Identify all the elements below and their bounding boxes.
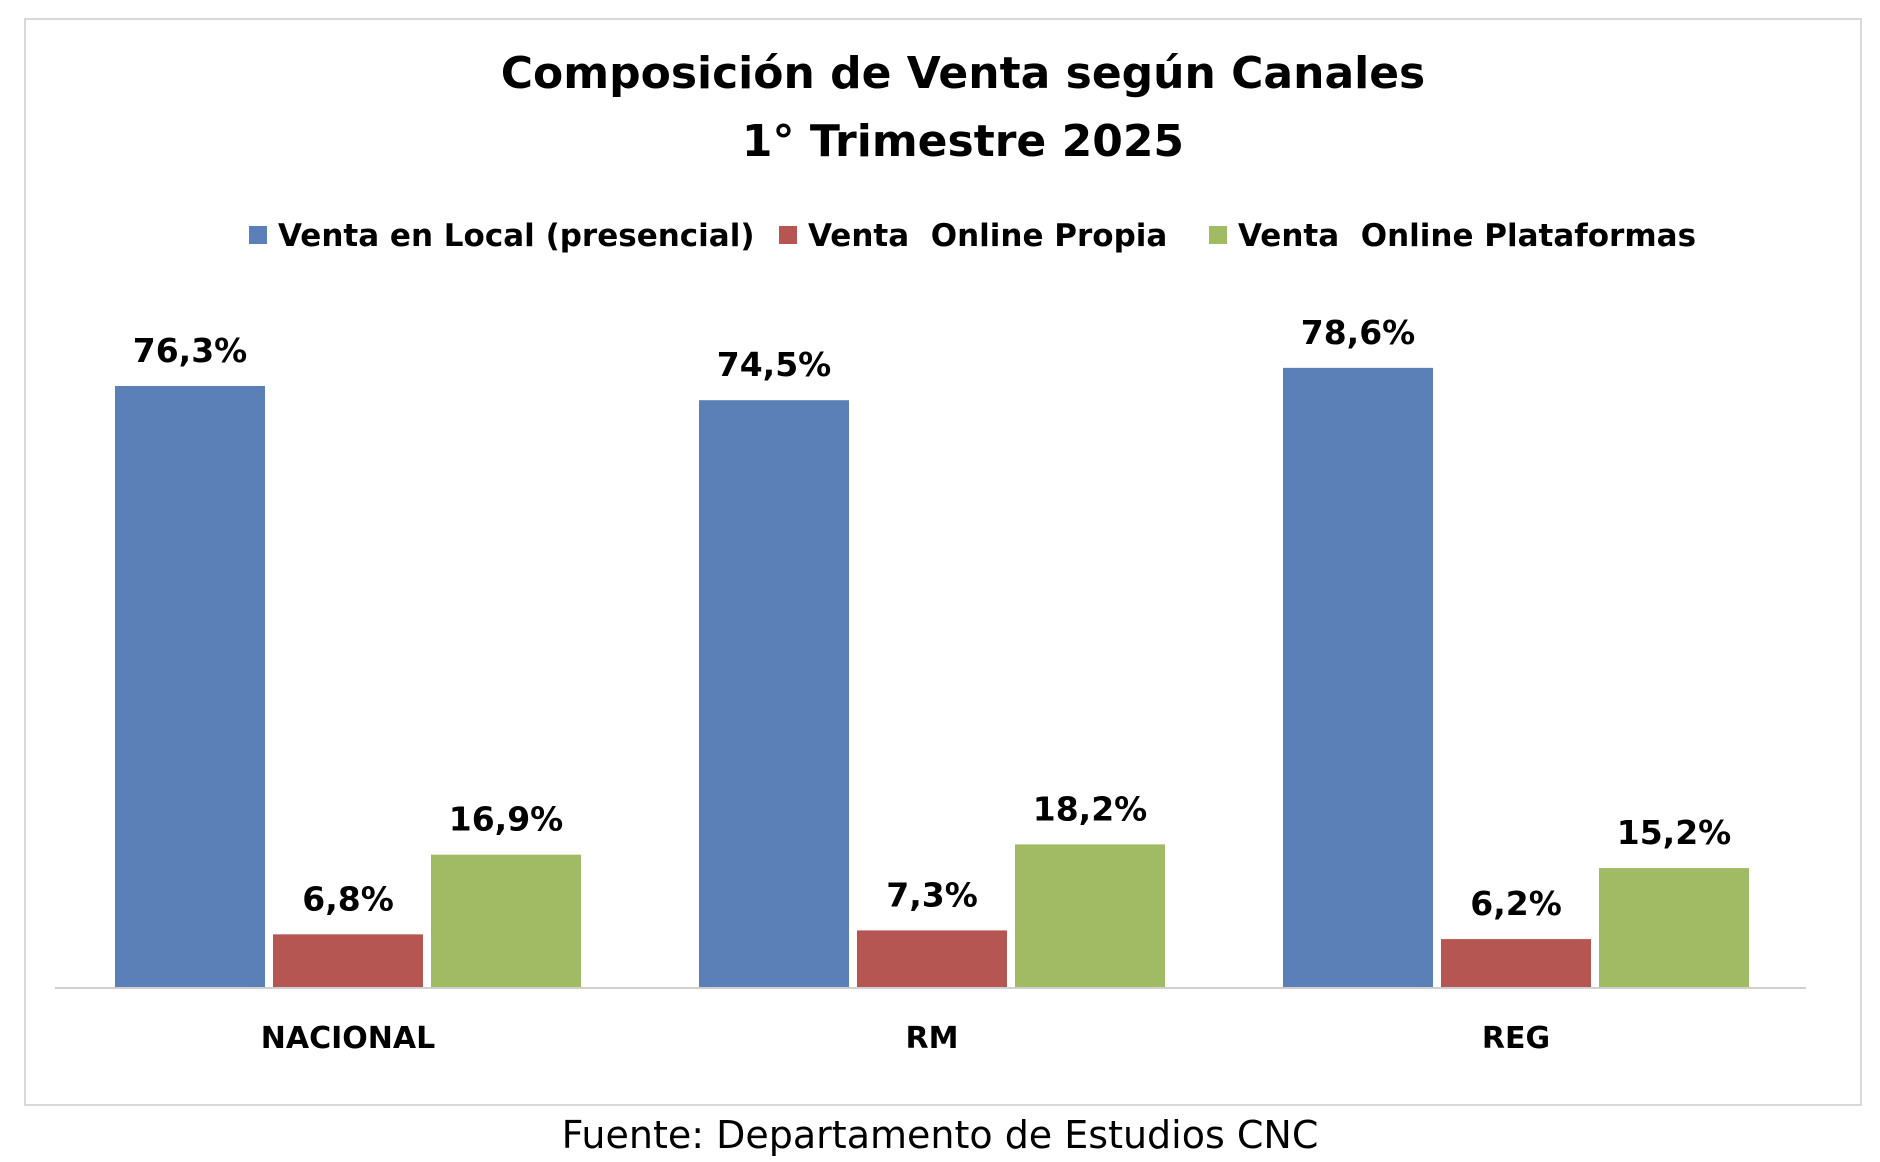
data-label-nacional-series-0: 76,3% <box>133 331 248 370</box>
category-label-rm: RM <box>906 1021 959 1056</box>
data-label-rm-series-2: 18,2% <box>1033 789 1148 828</box>
chart-title-line-1: Composición de Venta según Canales <box>501 48 1426 99</box>
data-label-reg-series-0: 78,6% <box>1301 313 1416 352</box>
bar-nacional-series-0 <box>115 385 265 988</box>
data-label-rm-series-0: 74,5% <box>717 345 832 384</box>
bar-nacional-series-1 <box>273 934 423 988</box>
bar-rm-series-0 <box>699 400 849 988</box>
source-note: Fuente: Departamento de Estudios CNC <box>561 1113 1319 1157</box>
bar-rm-series-1 <box>857 930 1007 988</box>
bars-group <box>115 367 1749 988</box>
chart-frame <box>24 18 1862 1106</box>
data-label-nacional-series-2: 16,9% <box>449 800 564 839</box>
bar-reg-series-0 <box>1283 367 1433 988</box>
category-label-reg: REG <box>1482 1021 1550 1056</box>
data-labels-group: 76,3% 6,8% 16,9% 74,5% 7,3% 18,2% 78,6% 6,2% 15,… <box>133 313 1732 923</box>
legend: Venta en Local (presencial) Venta Online… <box>249 218 1696 254</box>
data-label-rm-series-1: 7,3% <box>886 875 978 914</box>
legend-label-online-plataformas: Venta Online Plataformas <box>1238 218 1696 254</box>
bar-reg-series-1 <box>1441 939 1591 988</box>
bar-rm-series-2 <box>1015 844 1165 988</box>
legend-label-online-propia: Venta Online Propia <box>808 218 1167 254</box>
legend-swatch-online-propia <box>779 226 797 244</box>
category-labels-group: NACIONAL RM REG <box>261 1021 1550 1056</box>
bar-chart: Composición de Venta según Canales 1° Tr… <box>55 48 1806 1056</box>
data-label-reg-series-2: 15,2% <box>1617 813 1732 852</box>
bar-nacional-series-2 <box>431 854 581 988</box>
data-label-nacional-series-1: 6,8% <box>302 879 394 918</box>
legend-swatch-local <box>249 226 267 244</box>
legend-label-local: Venta en Local (presencial) <box>278 218 755 254</box>
chart-title-line-2: 1° Trimestre 2025 <box>742 116 1184 167</box>
legend-swatch-online-plataformas <box>1209 226 1227 244</box>
bar-reg-series-2 <box>1599 868 1749 988</box>
data-label-reg-series-1: 6,2% <box>1470 884 1562 923</box>
category-label-nacional: NACIONAL <box>261 1021 435 1056</box>
